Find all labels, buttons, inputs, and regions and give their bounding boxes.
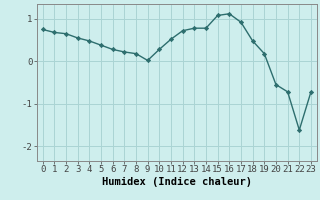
X-axis label: Humidex (Indice chaleur): Humidex (Indice chaleur): [102, 177, 252, 187]
